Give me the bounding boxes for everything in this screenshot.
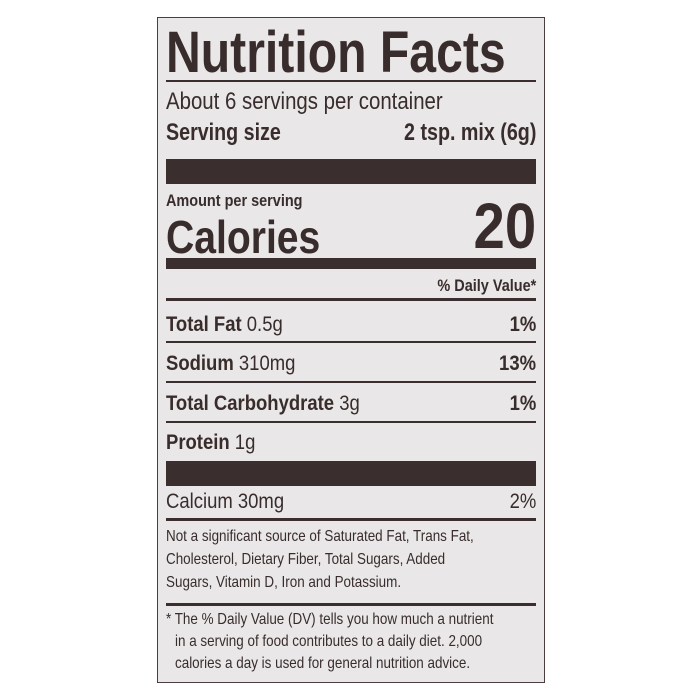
nutrient-row-total-carbohydrate: Total Carbohydrate 3g xyxy=(166,393,360,414)
not-significant-line: Cholesterol, Dietary Fiber, Total Sugars… xyxy=(166,551,446,568)
footnote-line: in a serving of food contributes to a da… xyxy=(175,633,483,650)
nutrient-name: Total Fat xyxy=(166,313,242,336)
thick-divider xyxy=(166,159,536,184)
nutrient-dv: 1% xyxy=(509,313,536,336)
nutrient-name: Protein xyxy=(166,431,230,454)
footnote-line: calories a day is used for general nutri… xyxy=(175,655,471,672)
thick-divider xyxy=(166,461,536,486)
nutrient-amount: 310mg xyxy=(238,352,296,375)
footnote-line: * The % Daily Value (DV) tells you how m… xyxy=(166,611,494,628)
serving-size-value: 2 tsp. mix (6g) xyxy=(403,119,536,146)
nutrient-dv: 13% xyxy=(499,352,536,375)
divider xyxy=(166,80,536,82)
nutrient-dv: 1% xyxy=(509,392,536,415)
nutrition-facts-label: Nutrition Facts About 6 servings per con… xyxy=(157,17,545,683)
vitamin-dv: 2% xyxy=(509,490,536,513)
divider xyxy=(166,298,536,301)
serving-size-label: Serving size xyxy=(166,119,281,146)
amount-per-serving: Amount per serving xyxy=(166,191,303,210)
calories-value: 20 xyxy=(473,190,536,262)
nutrient-name: Sodium xyxy=(166,352,234,375)
vitamin-row-calcium: Calcium 30mg xyxy=(166,490,285,513)
nutrient-row-protein: Protein 1g xyxy=(166,432,255,453)
divider xyxy=(166,381,536,383)
not-significant-line: Sugars, Vitamin D, Iron and Potassium. xyxy=(166,574,402,591)
nutrient-amount: 3g xyxy=(339,392,360,415)
divider xyxy=(166,603,536,606)
servings-per-container: About 6 servings per container xyxy=(166,88,443,115)
medium-divider xyxy=(166,258,536,269)
nutrient-name: Total Carbohydrate xyxy=(166,392,335,415)
divider xyxy=(166,518,536,521)
nutrient-amount: 1g xyxy=(234,431,256,454)
divider xyxy=(166,421,536,423)
nutrient-row-total-fat: Total Fat 0.5g xyxy=(166,314,283,335)
nutrient-amount: 0.5g xyxy=(246,313,283,336)
not-significant-line: Not a significant source of Saturated Fa… xyxy=(166,528,474,545)
calories-label: Calories xyxy=(166,211,321,263)
nutrient-row-sodium: Sodium 310mg xyxy=(166,353,295,374)
divider xyxy=(166,341,536,343)
daily-value-header: % Daily Value* xyxy=(437,276,536,295)
label-title: Nutrition Facts xyxy=(166,20,506,85)
